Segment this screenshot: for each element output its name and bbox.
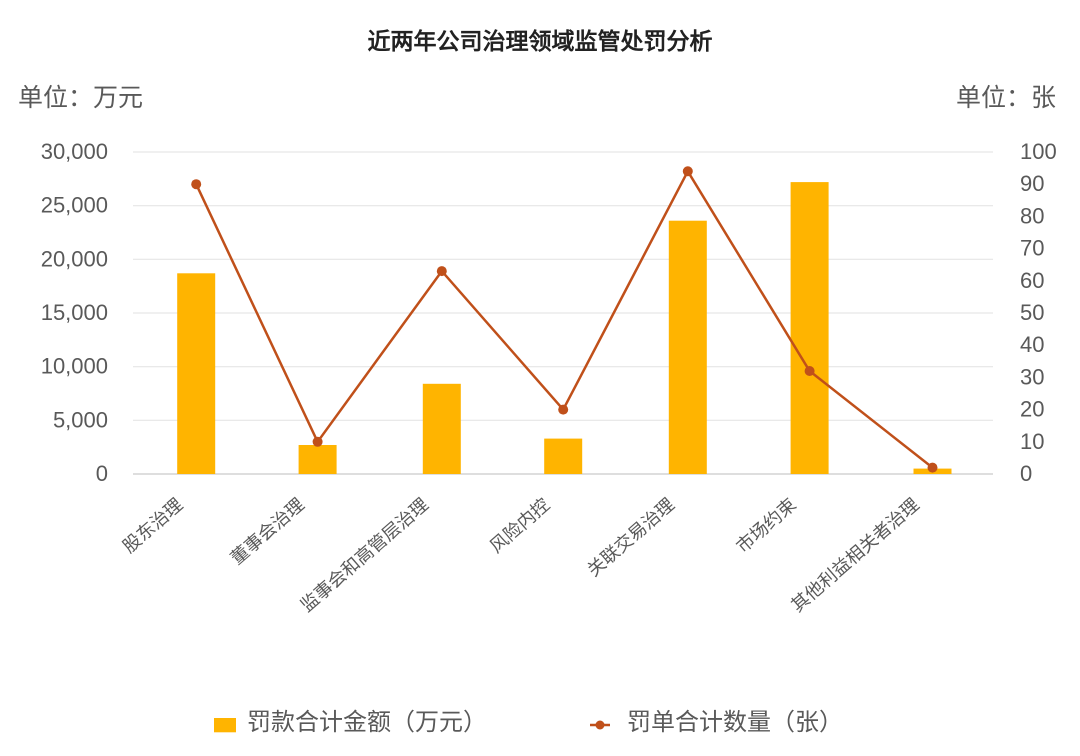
- svg-text:股东治理: 股东治理: [119, 494, 186, 556]
- svg-text:60: 60: [1020, 268, 1044, 293]
- svg-text:30,000: 30,000: [41, 139, 108, 164]
- svg-text:风险内控: 风险内控: [486, 494, 553, 556]
- svg-text:20,000: 20,000: [41, 246, 108, 271]
- svg-text:监事会和高管层治理: 监事会和高管层治理: [297, 494, 432, 615]
- svg-text:20: 20: [1020, 397, 1044, 422]
- svg-text:关联交易治理: 关联交易治理: [583, 494, 678, 580]
- svg-text:80: 80: [1020, 203, 1044, 228]
- svg-text:罚款合计金额（万元）: 罚款合计金额（万元）: [247, 709, 487, 736]
- svg-text:70: 70: [1020, 236, 1044, 261]
- svg-text:100: 100: [1020, 139, 1057, 164]
- svg-text:50: 50: [1020, 300, 1044, 325]
- svg-text:15,000: 15,000: [41, 300, 108, 325]
- svg-text:0: 0: [1020, 461, 1032, 486]
- svg-text:10: 10: [1020, 429, 1044, 454]
- svg-text:市场约束: 市场约束: [732, 494, 799, 556]
- svg-text:90: 90: [1020, 171, 1044, 196]
- svg-text:10,000: 10,000: [41, 354, 108, 379]
- svg-text:0: 0: [96, 461, 108, 486]
- svg-text:5,000: 5,000: [53, 407, 108, 432]
- svg-text:其他利益相关者治理: 其他利益相关者治理: [787, 494, 922, 615]
- svg-text:董事会治理: 董事会治理: [227, 494, 308, 568]
- svg-text:30: 30: [1020, 364, 1044, 389]
- svg-text:25,000: 25,000: [41, 193, 108, 218]
- svg-text:40: 40: [1020, 332, 1044, 357]
- svg-text:罚单合计数量（张）: 罚单合计数量（张）: [627, 709, 843, 736]
